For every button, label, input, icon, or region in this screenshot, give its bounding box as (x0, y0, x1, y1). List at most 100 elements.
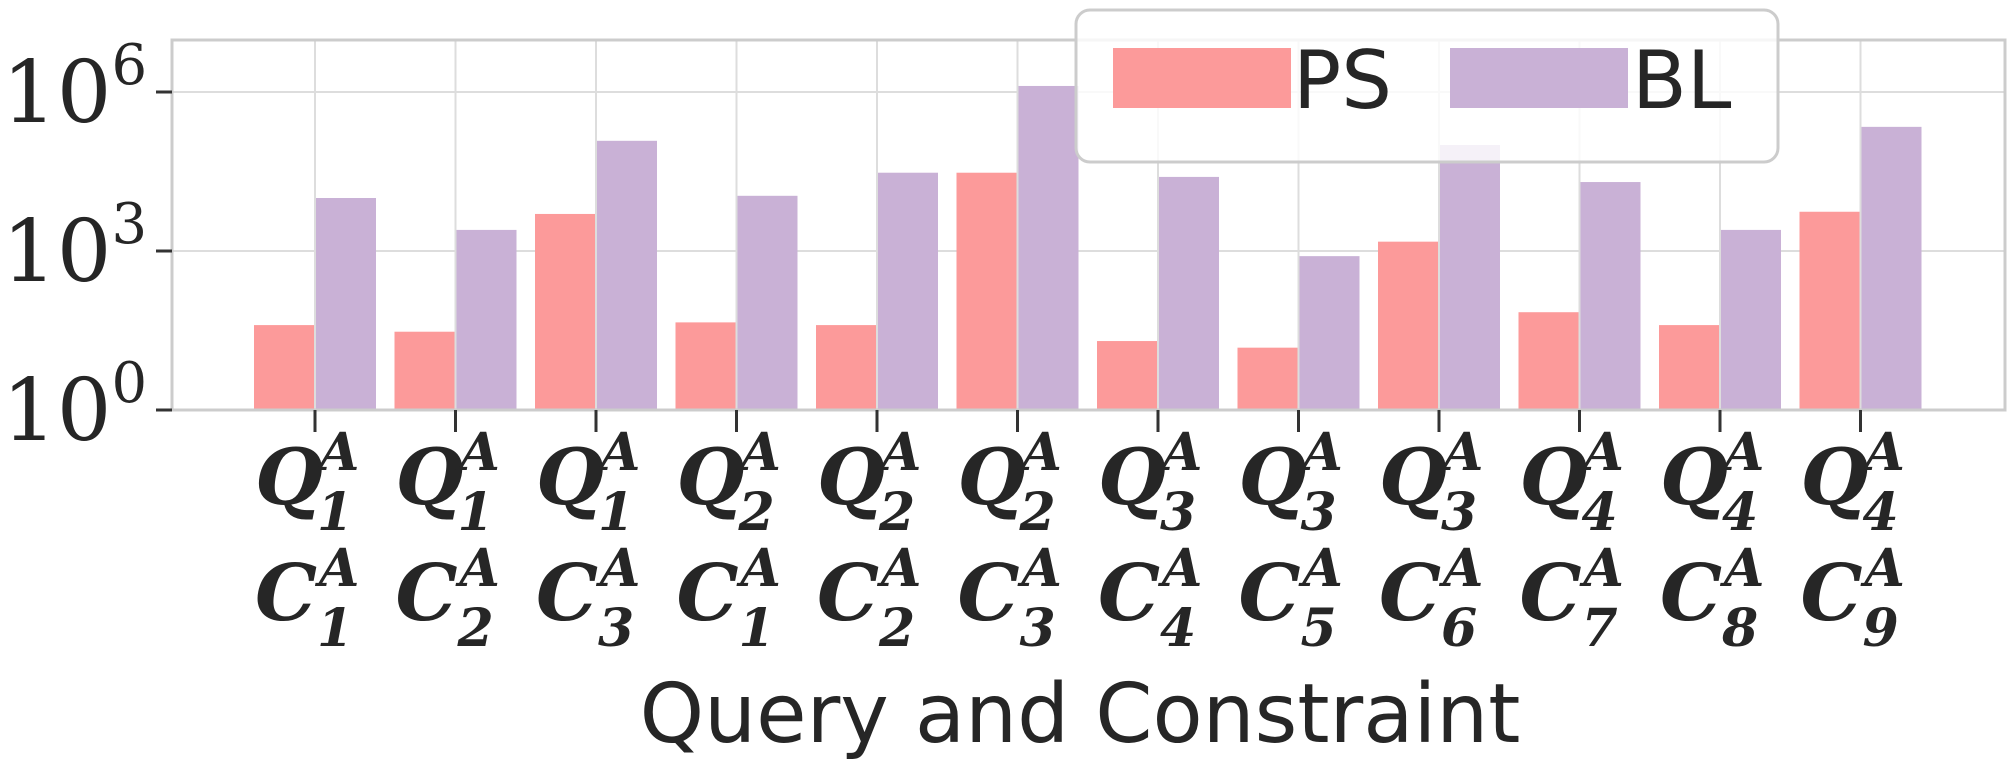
label-main: C (1520, 548, 1582, 639)
label-main: C (396, 548, 458, 639)
label-superscript: A (595, 422, 640, 483)
label-subscript: 2 (738, 482, 775, 543)
label-superscript: A (1157, 422, 1202, 483)
label-subscript: 5 (1301, 598, 1337, 659)
bar-bl (878, 172, 938, 410)
bar-bl (1580, 182, 1641, 410)
bar-ps (254, 325, 314, 410)
x-tick-label: C A5 (1239, 538, 1343, 659)
x-tick-label: QA3 (1379, 422, 1483, 543)
y-tick-label: 100 (2, 351, 147, 461)
label-main: Q (1520, 432, 1588, 523)
label-subscript: 1 (598, 482, 634, 543)
label-superscript: A (1579, 422, 1624, 483)
label-superscript: A (1157, 538, 1202, 599)
bar-ps (1237, 347, 1298, 410)
bar-bl (1721, 229, 1781, 410)
bar-ps (1378, 241, 1438, 410)
label-subscript: 1 (317, 482, 353, 543)
y-tick-label: 103 (2, 192, 147, 302)
y-tick-base: 10 (2, 202, 111, 302)
label-main: Q (677, 432, 745, 523)
bar-ps (1799, 211, 1860, 410)
bar-ps (1659, 325, 1719, 410)
x-tick-label: C A4 (1098, 538, 1202, 659)
x-tick-label: C A3 (958, 538, 1062, 659)
bar-bl (456, 229, 517, 410)
y-tick-base: 10 (2, 361, 111, 461)
label-main: Q (1801, 432, 1869, 523)
label-subscript: 3 (598, 598, 634, 659)
label-subscript: 2 (457, 598, 494, 659)
label-superscript: A (1017, 538, 1062, 599)
label-main: Q (536, 432, 604, 523)
label-main: Q (1660, 432, 1728, 523)
label-main: C (1379, 548, 1441, 639)
label-superscript: A (314, 538, 359, 599)
label-superscript: A (1579, 538, 1624, 599)
label-subscript: 4 (1582, 482, 1618, 543)
label-superscript: A (1298, 422, 1343, 483)
label-subscript: 9 (1863, 598, 1899, 659)
x-tick-label: QA1 (255, 422, 359, 543)
label-main: C (1098, 548, 1160, 639)
label-subscript: 2 (878, 482, 915, 543)
label-subscript: 1 (317, 598, 353, 659)
x-tick-label: C A2 (817, 538, 921, 659)
label-subscript: 3 (1301, 482, 1337, 543)
x-tick-label: QA2 (677, 422, 781, 543)
bars (254, 85, 1922, 411)
label-main: Q (1379, 432, 1447, 523)
label-main: C (1239, 548, 1301, 639)
label-superscript: A (1860, 422, 1905, 483)
label-main: Q (1239, 432, 1307, 523)
label-subscript: 6 (1441, 598, 1477, 659)
label-superscript: A (455, 538, 500, 599)
bar-bl (1861, 126, 1922, 411)
y-tick-exponent: 0 (111, 351, 147, 416)
legend-label-ps: PS (1293, 34, 1392, 127)
x-tick-label: C A6 (1379, 538, 1483, 659)
bar-bl (737, 195, 798, 410)
label-main: C (958, 548, 1020, 639)
bar-bl (316, 198, 376, 410)
label-subscript: 7 (1582, 598, 1618, 659)
label-superscript: A (876, 422, 921, 483)
label-superscript: A (1860, 538, 1905, 599)
label-main: C (255, 548, 317, 639)
label-superscript: A (314, 422, 359, 483)
label-main: Q (396, 432, 464, 523)
label-main: C (817, 548, 879, 639)
bar-ps (675, 322, 736, 410)
x-tick-label: QA4 (1660, 422, 1764, 543)
x-tick-label: QA2 (817, 422, 921, 543)
x-tick-label: QA3 (1098, 422, 1202, 543)
bar-ps (956, 172, 1017, 410)
label-main: C (1660, 548, 1722, 639)
bar-ps (535, 213, 595, 410)
legend-swatch-ps (1113, 48, 1291, 108)
bar-ps (816, 325, 876, 410)
label-superscript: A (736, 538, 781, 599)
x-tick-label: QA1 (536, 422, 640, 543)
bar-bl (1159, 176, 1219, 410)
legend-label-bl: BL (1632, 34, 1732, 127)
label-superscript: A (1438, 422, 1483, 483)
label-subscript: 4 (1160, 598, 1196, 659)
x-tick-label: QA2 (958, 422, 1062, 543)
bar-ps (1518, 312, 1579, 410)
x-tick-label: QA1 (396, 422, 500, 543)
label-subscript: 4 (1863, 482, 1899, 543)
x-axis-title: Query and Constraint (640, 667, 1521, 762)
x-tick-label: C A2 (396, 538, 500, 659)
bar-bl (597, 140, 657, 410)
y-tick-exponent: 3 (111, 192, 147, 257)
x-tick-label: C A7 (1520, 538, 1624, 659)
label-superscript: A (876, 538, 921, 599)
label-superscript: A (455, 422, 500, 483)
x-tick-label: C A8 (1660, 538, 1764, 659)
bar-bl (1440, 145, 1500, 410)
label-superscript: A (736, 422, 781, 483)
